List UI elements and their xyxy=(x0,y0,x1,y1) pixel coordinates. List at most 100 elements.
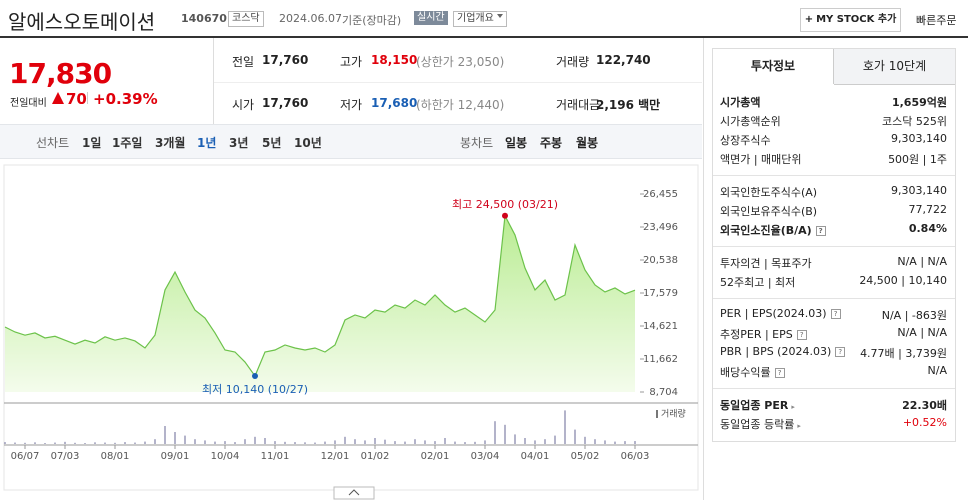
info-label: 동일업종 등락률 ▸ xyxy=(720,418,801,431)
help-icon[interactable]: ? xyxy=(774,368,785,378)
volume-bar xyxy=(194,439,196,444)
info-label: 외국인소진율(B/A)? xyxy=(720,222,826,238)
volume-bar xyxy=(414,439,416,444)
period-bar xyxy=(0,124,702,159)
volume-bar xyxy=(24,442,26,444)
candle-tab[interactable]: 월봉 xyxy=(576,136,599,150)
market-badge: 코스닥 xyxy=(228,11,264,27)
info-label: 동일업종 PER ▸ xyxy=(720,399,795,412)
dropdown-arrow xyxy=(497,14,503,18)
arrow-icon: ▸ xyxy=(797,422,801,430)
volume-bar xyxy=(374,438,376,444)
volume-bar xyxy=(574,429,576,444)
price-area xyxy=(5,215,635,392)
panel-tab[interactable]: 투자정보 xyxy=(713,49,834,84)
volume-bar xyxy=(84,443,86,444)
info-label: 52주최고 | 최저 xyxy=(720,276,796,289)
x-tick-label: 09/01 xyxy=(161,451,190,462)
volume-bar xyxy=(94,442,96,444)
volume-bar xyxy=(634,441,636,444)
volume-bar xyxy=(284,441,286,444)
info-value: 코스닥 525위 xyxy=(882,115,947,128)
volume-bar xyxy=(394,441,396,444)
group-separator xyxy=(713,246,955,247)
info-label: PER | EPS(2024.03)? xyxy=(720,307,841,320)
candle-chart-tab: 봉차트 xyxy=(460,136,494,150)
group-separator xyxy=(713,298,955,299)
volume-bar xyxy=(524,438,526,444)
x-tick-label: 03/04 xyxy=(471,451,500,462)
period-tab[interactable]: 3년 xyxy=(229,136,249,150)
volume-bar xyxy=(134,442,136,444)
collapse-button[interactable] xyxy=(333,486,375,500)
volume-legend-icon xyxy=(656,410,658,418)
info-label: 시가총액순위 xyxy=(720,115,781,128)
annotation-label: 최고 24,500 (03/21) xyxy=(452,198,558,211)
info-label: PBR | BPS (2024.03)? xyxy=(720,345,846,358)
x-tick-label: 01/02 xyxy=(361,451,390,462)
period-tab[interactable]: 1일 xyxy=(82,136,102,150)
help-icon[interactable]: ? xyxy=(815,226,826,236)
volume-bar xyxy=(544,439,546,444)
realtime-badge[interactable]: 실시간 xyxy=(414,11,448,25)
period-tab[interactable]: 1주일 xyxy=(112,136,143,150)
divider xyxy=(87,92,88,104)
volume-bar xyxy=(254,436,256,444)
volume-bar xyxy=(484,440,486,444)
period-tab[interactable]: 3개월 xyxy=(155,136,186,150)
period-tab[interactable]: 10년 xyxy=(294,136,322,150)
info-label: 투자의견 | 목표주가 xyxy=(720,257,812,270)
volume-bar xyxy=(324,441,326,444)
volume-bar xyxy=(184,435,186,444)
panel-tab[interactable]: 호가 10단계 xyxy=(834,49,955,85)
info-label: 배당수익률? xyxy=(720,364,785,380)
help-icon[interactable]: ? xyxy=(835,347,846,357)
candle-tab[interactable]: 일봉 xyxy=(505,136,528,150)
volume-bar xyxy=(174,432,176,444)
quote-value: 122,740 xyxy=(596,53,651,67)
x-tick-label: 05/02 xyxy=(571,451,600,462)
volume-bar xyxy=(44,443,46,444)
info-label: 시가총액 xyxy=(720,96,761,109)
x-tick-label: 06/03 xyxy=(621,451,650,462)
volume-bar xyxy=(144,441,146,444)
volume-bar xyxy=(54,442,56,444)
volume-bar xyxy=(34,442,36,444)
my-stock-button[interactable]: + MY STOCK 추가 xyxy=(800,8,901,32)
info-value: N/A | N/A xyxy=(897,326,947,339)
invest-panel xyxy=(712,48,956,442)
y-tick-label: 14,621 xyxy=(643,321,678,332)
quote-label: 거래대금 xyxy=(556,98,601,112)
volume-bar xyxy=(554,435,556,444)
period-tab[interactable]: 5년 xyxy=(262,136,282,150)
company-overview[interactable]: 기업개요 xyxy=(453,11,507,27)
help-icon[interactable]: ? xyxy=(796,330,807,340)
group-separator xyxy=(713,388,955,389)
info-value: 22.30배 xyxy=(902,399,947,412)
info-value: 500원 | 1주 xyxy=(888,153,947,166)
volume-bar xyxy=(584,436,586,444)
volume-bar xyxy=(204,440,206,444)
volume-bar xyxy=(494,421,496,444)
volume-bar xyxy=(614,441,616,444)
info-value: 9,303,140 xyxy=(891,184,947,197)
line-chart-tab: 선차트 xyxy=(36,136,70,150)
volume-legend: 거래량 xyxy=(661,408,686,420)
volume-bar xyxy=(534,440,536,444)
volume-bar xyxy=(564,410,566,444)
x-tick-label: 04/01 xyxy=(521,451,550,462)
stock-name: 알에스오토메이션 xyxy=(8,10,156,34)
price-chart: 거래량 26,455 23,496 20,538 17,579 14,621 11,662… xyxy=(3,164,699,500)
info-label: 액면가 | 매매단위 xyxy=(720,153,802,166)
period-tab[interactable]: 1년 xyxy=(197,136,217,150)
volume-bar xyxy=(434,441,436,444)
volume-bar xyxy=(294,442,296,444)
candle-tab[interactable]: 주봉 xyxy=(540,136,563,150)
header-rule xyxy=(0,36,968,38)
quick-order[interactable]: 빠른주문 xyxy=(916,14,957,27)
annotation-dot xyxy=(502,212,508,219)
info-label: 외국인한도주식수(A) xyxy=(720,186,818,199)
volume-bar xyxy=(164,426,166,444)
help-icon[interactable]: ? xyxy=(830,309,841,319)
info-label: 상장주식수 xyxy=(720,134,771,147)
